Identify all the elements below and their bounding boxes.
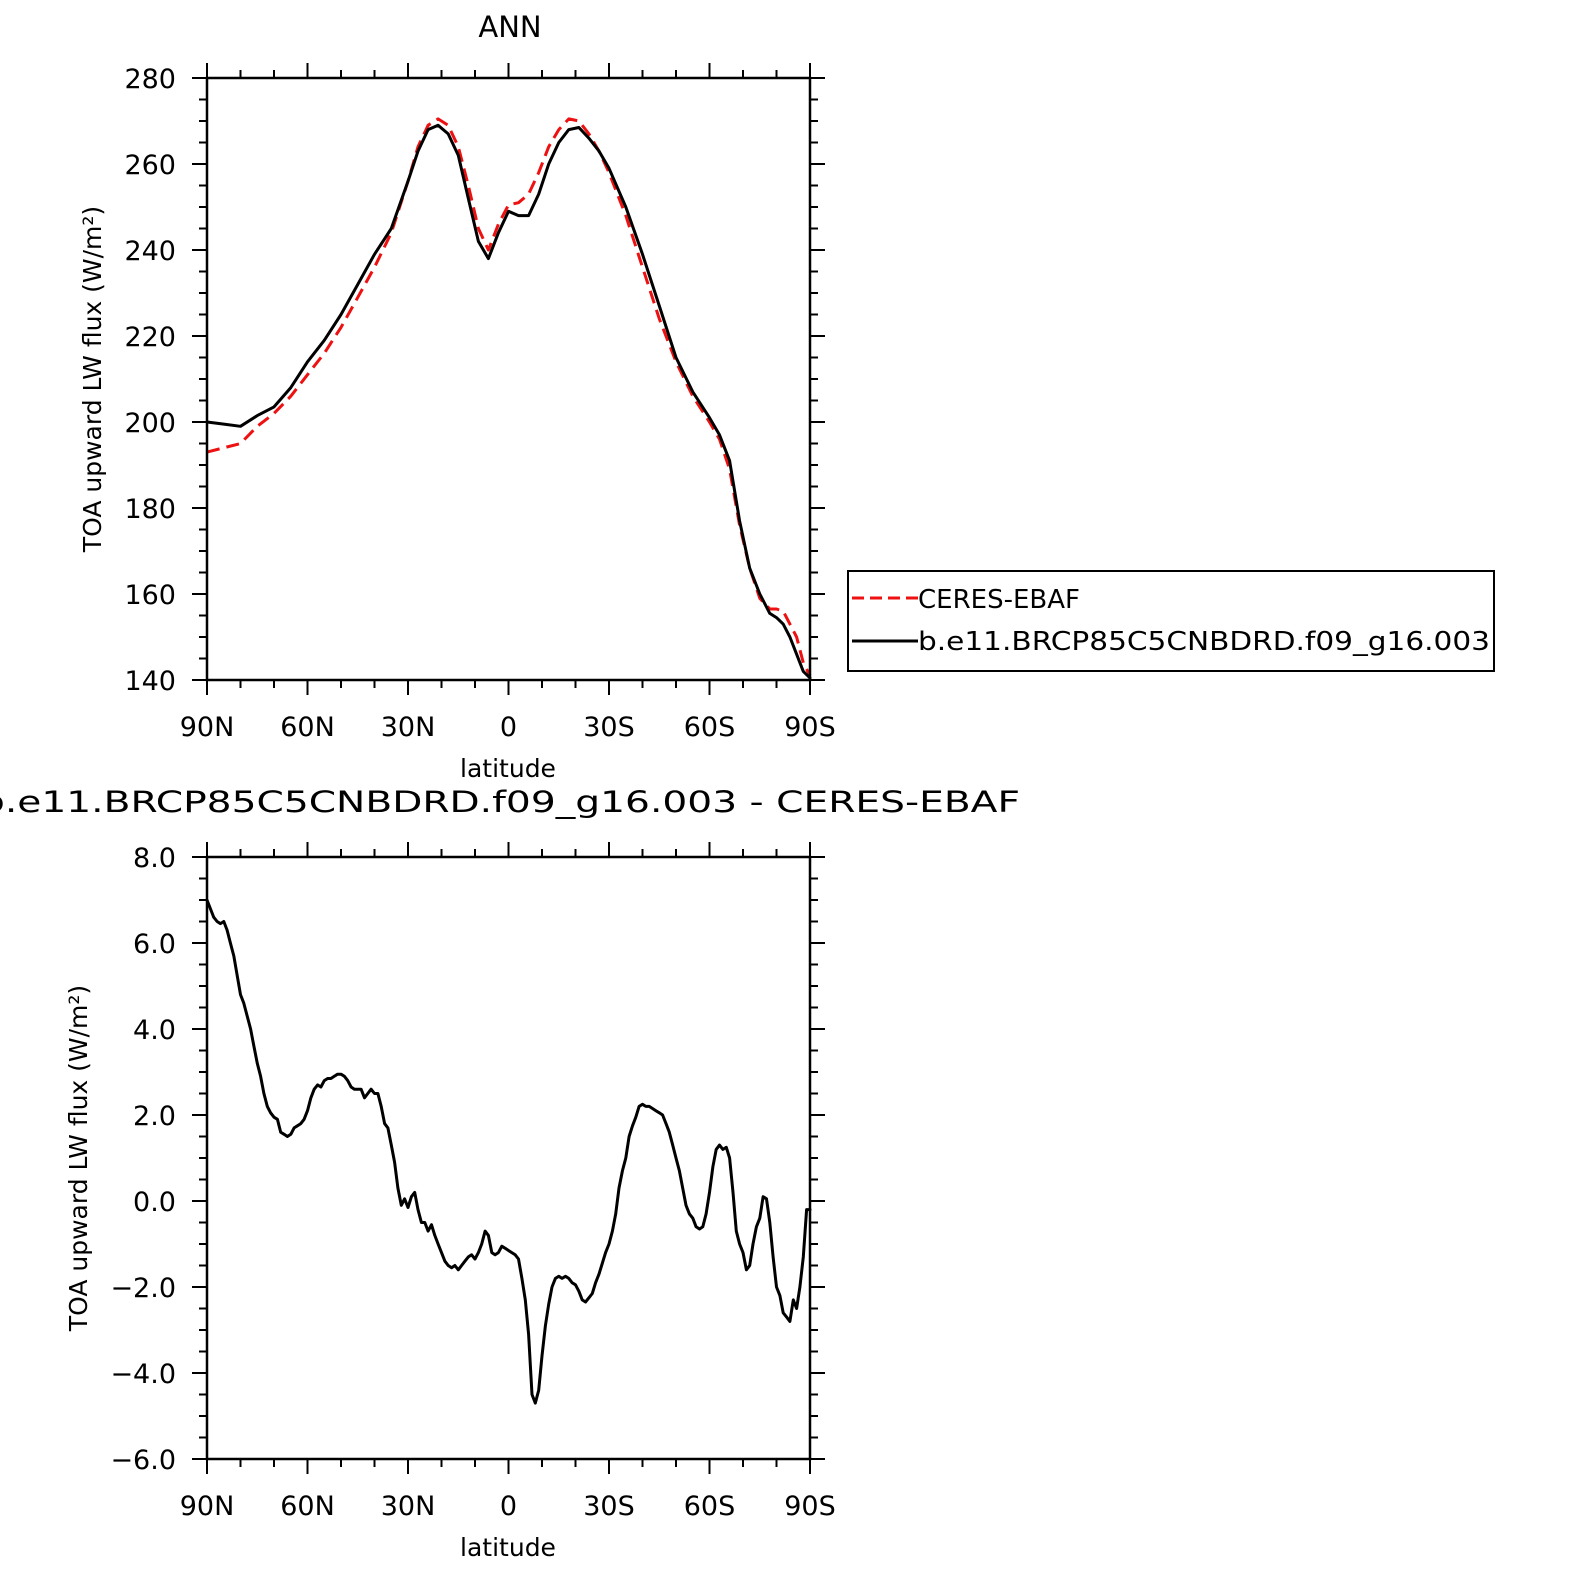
x-tick-label: 0 [500, 1491, 517, 1522]
x-tick-label: 90S [784, 1491, 836, 1522]
bottom-panel-ticks: −6.0 −4.0 −2.0 0.0 2.0 4.0 6.0 8.0 90N 60N 30N 0 30S… [110, 842, 836, 1522]
x-tick-label: 90N [180, 1491, 235, 1522]
bottom-panel-ylabel: TOA upward LW flux (W/m²) [64, 985, 93, 1332]
top-panel-ticks: 140 160 180 200 220 240 260 280 90N 60N 30N 0 30S 60S… [124, 63, 836, 743]
x-tick-label: 60N [280, 712, 335, 743]
x-tick-label: 30N [381, 1491, 436, 1522]
bottom-panel-series [205, 898, 812, 1405]
y-tick-label: 140 [124, 666, 176, 697]
legend: CERES-EBAF b.e11.BRCP85C5CNBDRD.f09_g16.… [847, 570, 1495, 672]
series-line-0 [205, 898, 812, 1405]
y-tick-label: 160 [124, 580, 176, 611]
y-tick-label: 280 [124, 64, 176, 95]
x-tick-label: 30S [583, 1491, 635, 1522]
y-tick-label: 8.0 [133, 843, 176, 874]
bottom-panel: b.e11.BRCP85C5CNBDRD.f09_g16.003 - CERES… [0, 785, 1020, 1562]
top-panel-xlabel: latitude [460, 754, 556, 783]
y-tick-label: 6.0 [133, 929, 176, 960]
y-tick-label: −6.0 [110, 1445, 176, 1476]
legend-box [847, 570, 1495, 672]
y-tick-label: 220 [124, 322, 176, 353]
y-tick-label: 240 [124, 236, 176, 267]
y-tick-label: 0.0 [133, 1187, 176, 1218]
legend-label-model: b.e11.BRCP85C5CNBDRD.f09_g16.003 [918, 627, 1490, 657]
y-tick-label: 200 [124, 408, 176, 439]
x-tick-label: 30N [381, 712, 436, 743]
top-panel-series [205, 117, 812, 680]
y-tick-label: −4.0 [110, 1359, 176, 1390]
x-tick-label: 30S [583, 712, 635, 743]
series-line-0 [206, 117, 812, 677]
x-tick-label: 60S [684, 1491, 736, 1522]
top-panel-plot-frame [205, 76, 812, 682]
y-tick-label: 180 [124, 494, 176, 525]
x-tick-label: 60N [280, 1491, 335, 1522]
y-tick-label: −2.0 [110, 1273, 176, 1304]
x-tick-label: 90N [180, 712, 235, 743]
top-panel: ANN 140 160 180 200 220 240 260 280 90N 60N 30N 0 30… [78, 10, 836, 783]
bottom-panel-xlabel: latitude [460, 1533, 556, 1562]
bottom-panel-title: b.e11.BRCP85C5CNBDRD.f09_g16.003 - CERES… [0, 785, 1020, 819]
bottom-panel-plot-frame [205, 855, 812, 1461]
x-tick-label: 60S [684, 712, 736, 743]
top-panel-title: ANN [478, 10, 541, 44]
y-tick-label: 260 [124, 150, 176, 181]
y-tick-label: 4.0 [133, 1015, 176, 1046]
top-panel-ylabel: TOA upward LW flux (W/m²) [78, 206, 107, 553]
y-tick-label: 2.0 [133, 1101, 176, 1132]
x-tick-label: 0 [500, 712, 517, 743]
x-tick-label: 90S [784, 712, 836, 743]
legend-label-ceres: CERES-EBAF [918, 585, 1080, 615]
series-line-1 [205, 123, 812, 680]
